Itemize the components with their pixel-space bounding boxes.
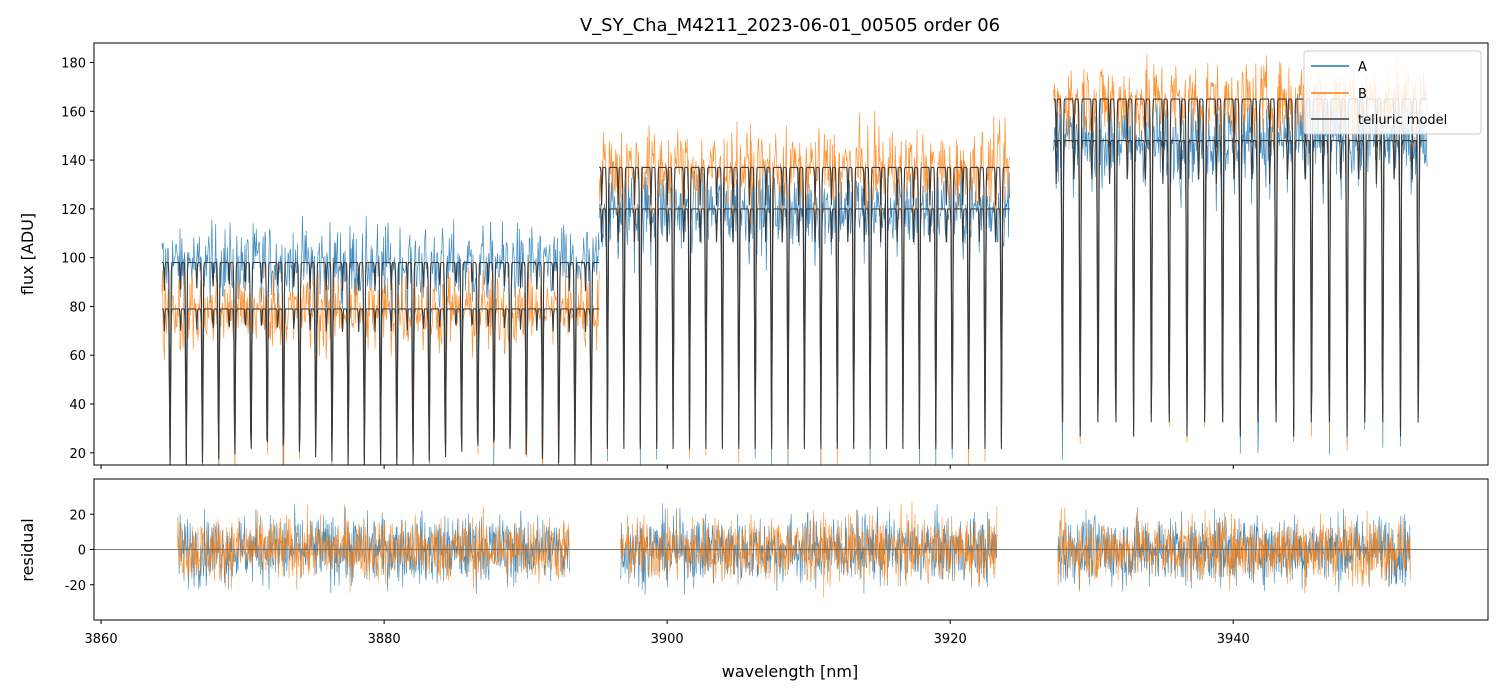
- telluric-model-b-line: [161, 98, 1428, 465]
- bottom-xtick-label: 3900: [651, 632, 684, 647]
- bottom-xtick-label: 3860: [85, 632, 118, 647]
- top-ytick-label: 80: [69, 300, 86, 315]
- bottom-xtick-label: 3920: [934, 632, 967, 647]
- top-ytick-label: 140: [61, 154, 86, 169]
- top-panel-axes: 20 40 60 80 100 120 140 160 180: [61, 57, 1234, 469]
- top-ytick-label: 60: [69, 349, 86, 364]
- bottom-ytick-label: 20: [69, 508, 86, 523]
- top-panel-data: [161, 54, 1428, 465]
- series-a-line: [161, 85, 1428, 465]
- legend-label-a: A: [1358, 60, 1367, 75]
- legend: A B telluric model: [1303, 50, 1482, 135]
- top-ytick-label: 180: [61, 57, 86, 72]
- chart-title: V_SY_Cha_M4211_2023-06-01_00505 order 06: [580, 15, 1000, 36]
- bottom-panel-axes: -20 0 20 3860 3880 3900 3920 3940: [65, 508, 1250, 647]
- top-ytick-label: 20: [69, 447, 86, 462]
- residual-b-line: [177, 502, 1411, 598]
- bottom-ytick-label: -20: [65, 579, 86, 594]
- top-ytick-label: 120: [61, 203, 86, 218]
- bottom-xtick-label: 3880: [368, 632, 401, 647]
- top-panel-frame: [93, 42, 1489, 466]
- top-ytick-label: 160: [61, 105, 86, 120]
- bottom-ytick-label: 0: [78, 544, 86, 559]
- top-y-axis-label: flux [ADU]: [18, 213, 37, 295]
- x-axis-label: wavelength [nm]: [722, 662, 859, 681]
- top-ytick-label: 100: [61, 252, 86, 267]
- bottom-xtick-label: 3940: [1217, 632, 1250, 647]
- legend-box: [1303, 50, 1482, 135]
- top-ytick-label: 40: [69, 398, 86, 413]
- bottom-panel-data: [94, 502, 1488, 598]
- bottom-y-axis-label: residual: [18, 518, 37, 581]
- legend-label-telluric-model: telluric model: [1358, 113, 1447, 128]
- legend-label-b: B: [1358, 87, 1367, 102]
